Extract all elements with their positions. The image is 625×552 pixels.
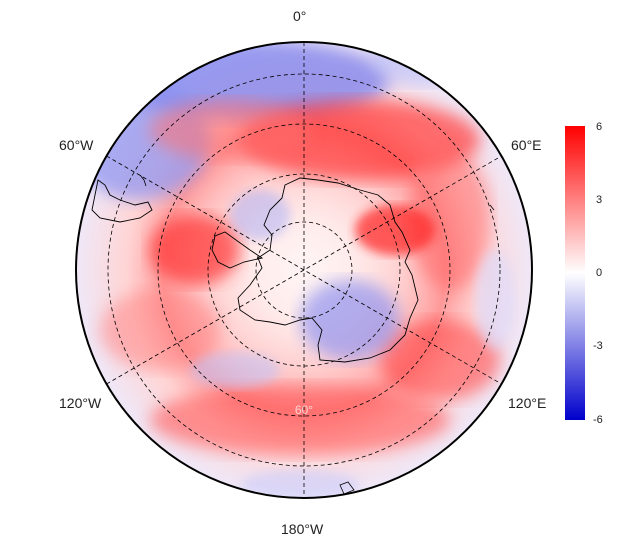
parallel-label: 60° [295,403,313,417]
map-border [75,41,533,499]
colorbar-tick-label: 0 [596,267,603,279]
meridian-line [106,155,502,385]
colorbar-tick-label: -6 [593,414,603,426]
antarctica-coastline [237,177,419,363]
colorbar-tick-label: 6 [596,121,603,133]
south-america-coastline [91,179,153,223]
red-anomaly [410,150,490,290]
meridian-label-120w: 120°W [59,395,102,411]
red-anomaly [150,385,450,455]
island-outline [139,174,147,187]
red-anomaly [355,205,435,255]
parallel-circle [157,123,451,417]
anomaly-field [76,42,532,498]
meridian-label-60w: 60°W [59,137,94,153]
meridian-line [106,155,502,385]
parallel-circle [255,221,353,319]
red-anomaly [380,320,500,400]
island-outline [339,481,355,495]
meridian-label-0: 0° [293,8,307,24]
meridian-label-180w: 180°W [281,521,324,537]
colorbar-tick-label: 3 [596,194,603,206]
meridian-label-120e: 120°E [508,395,547,411]
blue-anomaly [240,470,360,498]
antarctic-peninsula [211,231,264,269]
blue-anomaly [190,352,280,388]
red-anomaly [150,215,240,285]
parallel-circle [107,73,501,467]
blue-anomaly [300,280,400,360]
colorbar [565,126,585,420]
blue-anomaly [475,250,515,350]
red-anomaly [150,100,310,160]
island-outline [489,204,495,211]
graticule [106,42,502,498]
red-anomaly [100,290,220,370]
colorbar-tick-label: -3 [593,340,603,352]
meridian-label-60e: 60°E [511,137,542,153]
blue-anomaly [230,190,290,240]
blue-anomaly [370,42,470,85]
